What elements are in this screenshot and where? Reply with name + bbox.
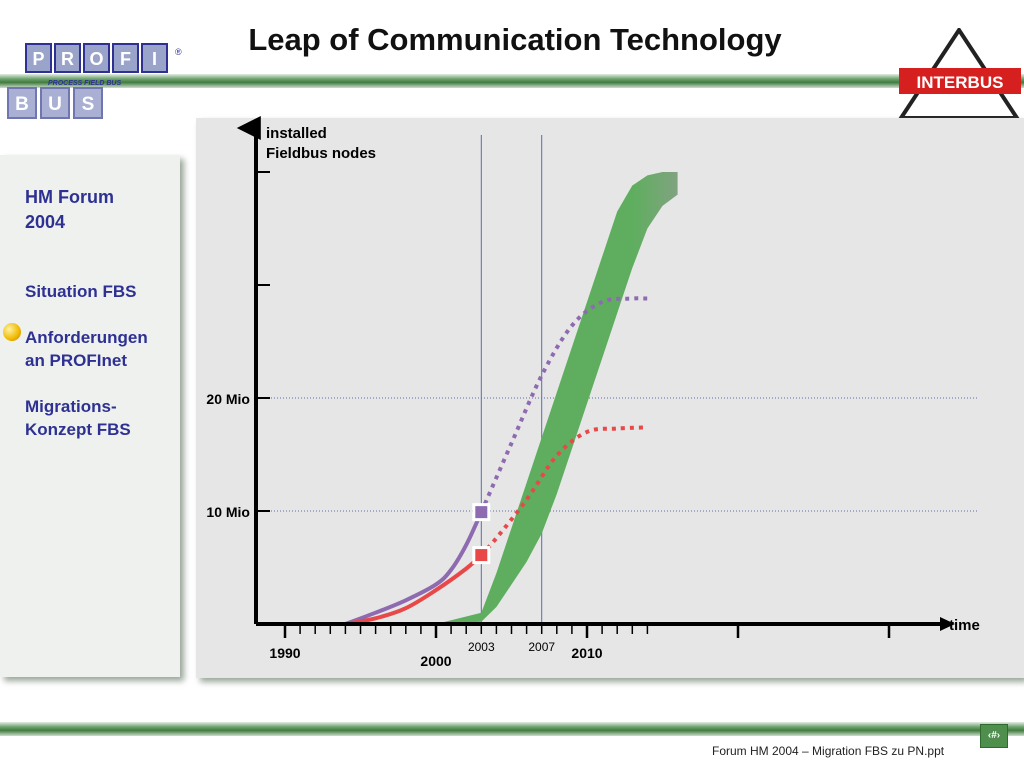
series-line-solid bbox=[343, 510, 484, 626]
y-tick-label: 10 Mio bbox=[206, 504, 250, 520]
sidebar-item-label: an PROFInet bbox=[25, 351, 128, 370]
sidebar-heading: HM Forum 2004 bbox=[25, 185, 114, 235]
profibus-tile bbox=[73, 87, 103, 119]
profibus-tile-letter: U bbox=[48, 94, 62, 115]
profibus-tagline: PROCESS FIELD BUS bbox=[48, 80, 121, 87]
profibus-tile bbox=[25, 43, 52, 73]
series-lines bbox=[343, 296, 648, 626]
profibus-tile-letter: B bbox=[15, 94, 29, 115]
series-marker bbox=[475, 549, 488, 562]
profibus-tile-letter: P bbox=[32, 49, 44, 69]
series-line-projection bbox=[479, 425, 648, 557]
sidebar-item-label: Situation FBS bbox=[25, 282, 137, 301]
profibus-tile-letter: R bbox=[61, 49, 74, 69]
profibus-tile bbox=[40, 87, 70, 119]
sidebar: HM Forum 2004 Situation FBS Anforderunge… bbox=[0, 155, 180, 677]
series-line-solid bbox=[343, 553, 484, 626]
sidebar-item-label: Anforderungen bbox=[25, 328, 148, 347]
slide-title: Leap of Communication Technology bbox=[248, 22, 782, 57]
year-marker-label: 2007 bbox=[528, 640, 555, 654]
profibus-tile-letter: I bbox=[152, 49, 157, 69]
sidebar-item-anforderungen[interactable]: Anforderungen an PROFInet bbox=[25, 326, 148, 372]
growth-band bbox=[436, 172, 678, 624]
active-bullet-icon bbox=[3, 323, 21, 341]
profibus-tile bbox=[112, 43, 139, 73]
profibus-tile bbox=[7, 87, 37, 119]
profibus-tile bbox=[83, 43, 110, 73]
x-axis-label: time bbox=[949, 617, 980, 634]
y-axis-label-line: Fieldbus nodes bbox=[266, 145, 376, 162]
series-line-projection bbox=[479, 296, 648, 513]
interbus-banner bbox=[899, 68, 1021, 94]
grid-lines bbox=[256, 397, 978, 512]
series-marker bbox=[475, 506, 488, 519]
sidebar-item-label: Konzept FBS bbox=[25, 420, 131, 439]
interbus-logo-text: INTERBUS bbox=[917, 73, 1004, 92]
axis-labels: installed Fieldbus nodes time 10 Mio 20 Mio 1… bbox=[206, 125, 979, 669]
profibus-tile bbox=[54, 43, 81, 73]
x-axis-arrow-icon bbox=[940, 617, 955, 631]
axes bbox=[236, 116, 955, 638]
footer-text: Forum HM 2004 – Migration FBS zu PN.ppt bbox=[712, 744, 945, 758]
top-divider-bar bbox=[0, 74, 1024, 88]
sidebar-item-label: Migrations- bbox=[25, 397, 117, 416]
x-tick-label: 2010 bbox=[571, 645, 602, 661]
profibus-tile bbox=[141, 43, 168, 73]
sidebar-item-situation-fbs[interactable]: Situation FBS bbox=[25, 280, 136, 303]
profibus-tile-letter: S bbox=[82, 94, 95, 115]
y-axis-label-line: installed bbox=[266, 125, 327, 142]
sidebar-heading-line: HM Forum bbox=[25, 187, 114, 207]
x-tick-label: 1990 bbox=[269, 645, 300, 661]
sidebar-heading-line: 2004 bbox=[25, 212, 66, 232]
profibus-tile-letter: F bbox=[120, 49, 131, 69]
profibus-registered-mark: ® bbox=[175, 47, 182, 57]
page-number-badge: ‹#› bbox=[980, 724, 1008, 748]
year-marker-label: 2003 bbox=[468, 640, 495, 654]
x-tick-label: 2000 bbox=[420, 653, 451, 669]
y-tick-label: 20 Mio bbox=[206, 391, 250, 407]
bottom-divider-bar bbox=[0, 722, 1024, 736]
sidebar-item-migrations-konzept[interactable]: Migrations- Konzept FBS bbox=[25, 395, 131, 441]
interbus-logo: INTERBUS bbox=[897, 28, 1021, 120]
growth-band-area bbox=[436, 172, 678, 624]
profibus-tile-letter: O bbox=[89, 49, 103, 69]
